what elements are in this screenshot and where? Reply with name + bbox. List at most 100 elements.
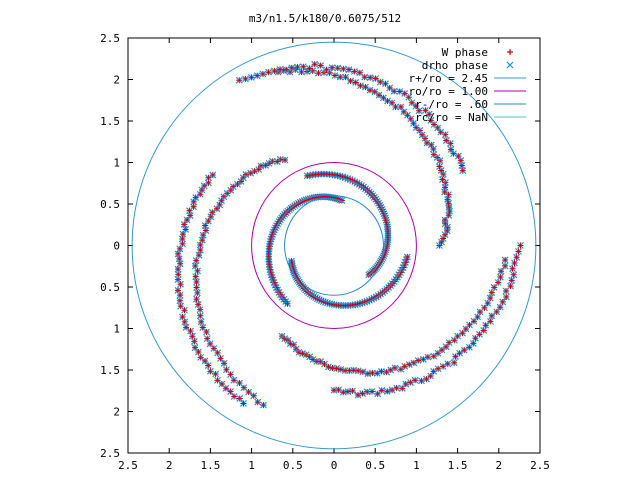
w-marker [355,367,362,374]
phase-point [430,352,438,360]
phase-point [391,364,399,372]
w-marker [236,77,243,84]
phase-point [240,400,247,407]
reference-circle [131,41,537,450]
phase-point [480,327,488,334]
w-marker [406,361,413,368]
w-marker [502,256,509,263]
w-marker [344,388,351,395]
phase-point [174,265,182,273]
w-marker [497,274,504,281]
y-tick-label: 0.5 [100,198,120,211]
w-marker [427,117,434,124]
phase-point [198,236,206,244]
w-marker [282,157,288,164]
w-marker [337,366,344,373]
w-marker [444,224,451,231]
phase-point [176,297,184,305]
w-marker [334,65,341,72]
phase-point [205,174,212,182]
phase-point [439,176,446,183]
phase-point [458,162,466,169]
phase-point [371,88,379,96]
w-marker [359,368,366,375]
w-marker [430,151,437,158]
w-marker [480,327,487,334]
phase-point [482,321,490,329]
w-marker [345,66,352,73]
w-marker [262,162,269,169]
phase-point [445,339,453,347]
w-marker [386,84,393,91]
w-marker [502,262,509,269]
w-marker [447,140,454,147]
x-tick-label: 0.5 [283,459,303,472]
phase-point [502,293,510,301]
w-marker [487,295,494,302]
w-marker [248,74,255,81]
phase-point [227,186,235,194]
w-marker [284,300,291,307]
phase-point [201,222,209,229]
phase-point [207,213,215,221]
w-marker [183,324,190,331]
phase-point [337,366,345,373]
w-marker [434,154,441,161]
phase-point [195,251,203,259]
phase-point [321,360,328,368]
phase-point [203,335,211,343]
phase-point [403,253,411,261]
phase-point [217,354,224,362]
w-marker [402,381,409,388]
phase-point [427,117,435,124]
w-marker [459,167,466,174]
phase-point [405,93,413,101]
phase-point [501,262,509,270]
w-marker [422,135,429,142]
phase-point [245,388,253,396]
phase-point [494,279,502,286]
phase-point [396,88,404,95]
phase-point [447,146,455,153]
phase-point [350,68,358,75]
x-tick-label: 2 [166,459,173,472]
phase-point [220,359,228,367]
x-tick-label: 2.5 [530,459,550,472]
phase-point [216,201,224,209]
phase-point [282,66,290,74]
w-marker [176,255,183,262]
phase-point [436,163,443,170]
w-marker [374,390,381,397]
phase-point [265,68,273,76]
w-marker [218,380,225,387]
w-marker [205,179,212,186]
w-marker [499,298,506,305]
phase-point [250,392,258,400]
phase-point [197,318,205,326]
w-marker [415,357,422,364]
legend-label: r+/ro = 2.45 [409,72,488,85]
phase-point [290,341,298,349]
w-marker [277,66,284,73]
phase-point [204,179,212,187]
w-marker [212,371,219,378]
w-marker [371,88,378,95]
phase-point [193,289,201,297]
phase-point [402,380,410,388]
phase-point [486,294,494,302]
phase-point [188,332,196,340]
legend-label: W phase [442,46,488,59]
phase-point [176,291,184,299]
w-marker [238,178,245,185]
phase-point [488,289,496,297]
w-marker [396,88,403,95]
w-marker [193,284,200,291]
w-marker [422,107,429,114]
phase-point [260,401,267,409]
phase-point [442,137,450,144]
w-marker [230,183,237,190]
phase-point [203,328,210,336]
w-marker [355,392,361,399]
x-tick-label: 1.5 [200,459,220,472]
w-marker [213,205,220,212]
